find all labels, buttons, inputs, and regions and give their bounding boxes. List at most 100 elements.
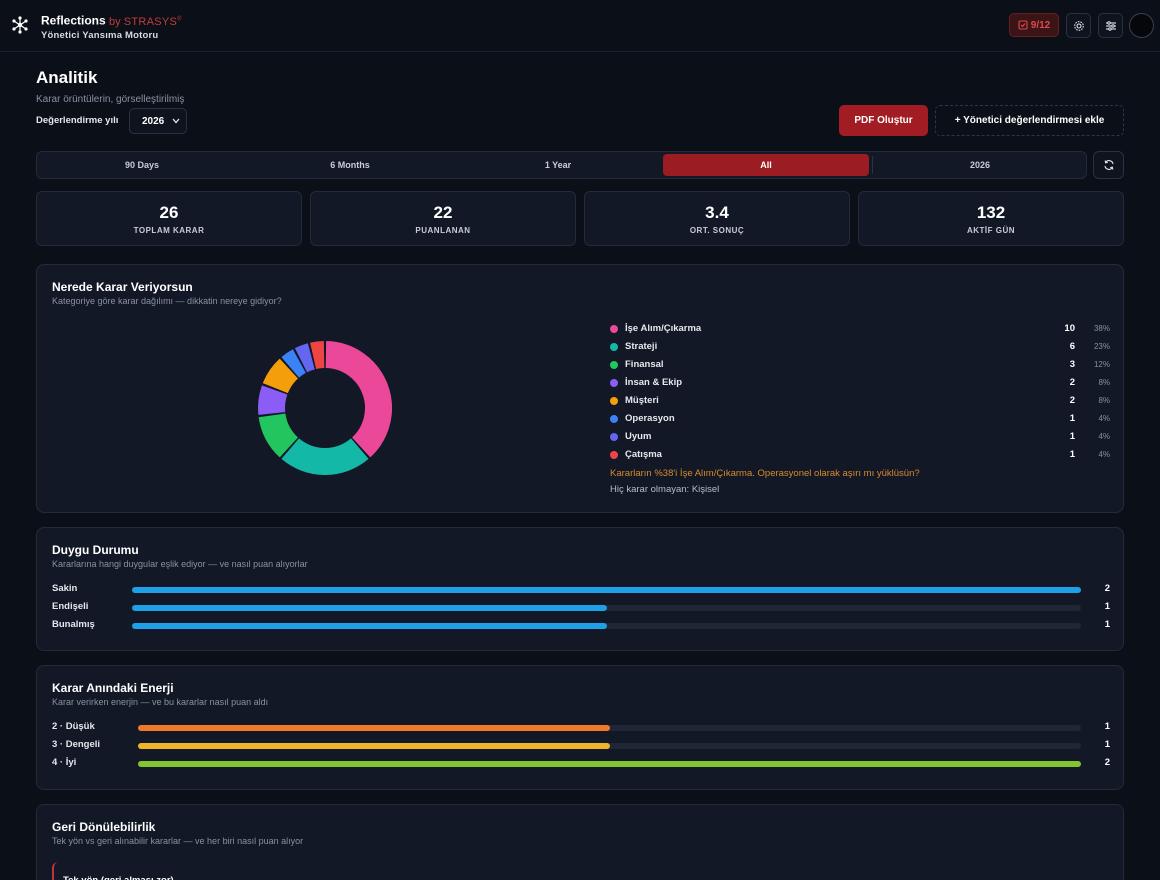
chevron-down-icon	[172, 118, 180, 124]
legend-dot	[610, 415, 618, 423]
legend-percent: 23%	[1093, 342, 1110, 351]
bar-label: 2 · Düşük	[52, 721, 95, 732]
bar-fill	[132, 623, 607, 629]
brand-by: by	[109, 15, 121, 28]
bar-track	[132, 605, 1081, 611]
page-title: Analitik	[36, 68, 98, 87]
stat-value: 22	[433, 203, 453, 222]
legend-name: İşe Alım/Çıkarma	[625, 323, 702, 334]
legend-dot	[610, 397, 618, 405]
tab-all[interactable]: All	[663, 154, 869, 176]
legend-count: 1	[1069, 413, 1075, 424]
sliders-icon	[1105, 20, 1116, 31]
bar-label: 3 · Dengeli	[52, 739, 101, 750]
tab-90-days[interactable]: 90 Days	[124, 160, 160, 170]
panel-title: Karar Anındaki Enerji	[52, 681, 174, 695]
donut-slice[interactable]	[281, 349, 307, 378]
bar-value: 2	[1104, 583, 1110, 594]
bar-fill	[132, 605, 607, 611]
legend-item: Uyum 1 4%	[610, 428, 1110, 446]
legend-percent: 4%	[1098, 414, 1110, 423]
legend-percent: 4%	[1098, 432, 1110, 441]
bar-track	[138, 725, 1081, 731]
legend-percent: 12%	[1093, 360, 1110, 369]
settings-button[interactable]	[1066, 13, 1091, 38]
bar-track	[138, 761, 1081, 767]
donut-slice[interactable]	[258, 412, 299, 458]
bar-value: 1	[1104, 721, 1110, 732]
tab-1-year[interactable]: 1 Year	[544, 160, 572, 170]
generate-pdf-button[interactable]: PDF Oluştur	[839, 105, 928, 136]
stat-card-active-days: 132 AKTİF GÜN	[858, 191, 1124, 246]
brand-company: STRASYS	[123, 15, 178, 28]
legend-count: 3	[1069, 359, 1075, 370]
legend-item: Çatışma 1 4%	[610, 446, 1110, 464]
filters-button[interactable]	[1098, 13, 1123, 38]
legend-name: Çatışma	[625, 449, 662, 460]
reversibility-panel: Geri Dönülebilirlik Tek yön vs geri alın…	[36, 804, 1124, 880]
bar-row: Bunalmış 1	[52, 619, 1110, 633]
checklist-icon	[1018, 20, 1028, 30]
legend-name: Müşteri	[625, 395, 659, 406]
tab-2026[interactable]: 2026	[969, 160, 991, 170]
stat-label: TOPLAM KARAR	[133, 226, 205, 235]
legend-item: İnsan & Ekip 2 8%	[610, 374, 1110, 392]
network-logo-icon[interactable]	[10, 15, 30, 35]
bar-fill	[138, 725, 610, 731]
avatar[interactable]	[1129, 13, 1154, 38]
bar-track	[138, 743, 1081, 749]
donut-slice[interactable]	[294, 343, 316, 373]
donut-slice[interactable]	[281, 437, 369, 475]
add-executive-review-button[interactable]: + Yönetici değerlendirmesi ekle	[935, 105, 1124, 136]
emotion-panel: Duygu Durumu Kararlarına hangi duygular …	[36, 527, 1124, 651]
legend-dot	[610, 451, 618, 459]
bar-row: Endişeli 1	[52, 601, 1110, 615]
donut-slice[interactable]	[310, 341, 325, 370]
bar-row: Sakin 2	[52, 583, 1110, 597]
stat-value: 132	[976, 203, 1006, 222]
bar-fill	[138, 761, 1081, 767]
bar-label: Sakin	[52, 583, 78, 594]
panel-title: Nerede Karar Veriyorsun	[52, 280, 193, 294]
panel-title: Duygu Durumu	[52, 543, 139, 557]
bar-row: 3 · Dengeli 1	[52, 739, 1110, 753]
brand-mark: ®	[177, 16, 182, 22]
stat-value: 3.4	[705, 203, 729, 222]
refresh-button[interactable]	[1093, 151, 1124, 179]
bar-label: 4 · İyi	[52, 757, 77, 768]
year-select[interactable]: 2026	[129, 108, 187, 134]
legend-item: Strateji 6 23%	[610, 338, 1110, 356]
tab-divider	[872, 156, 873, 174]
legend-item: İşe Alım/Çıkarma 10 38%	[610, 320, 1110, 338]
legend-dot	[610, 433, 618, 441]
year-select-value: 2026	[142, 115, 165, 127]
brand-name: Reflections	[41, 13, 106, 28]
bar-value: 2	[1104, 757, 1110, 768]
legend-dot	[610, 343, 618, 351]
brand: Reflections by STRASYS® Yönetici Yansıma…	[41, 12, 182, 41]
legend-name: İnsan & Ekip	[625, 377, 683, 388]
legend-count: 2	[1069, 395, 1075, 406]
gear-icon	[1073, 20, 1084, 31]
reflection-count-badge[interactable]: 9/12	[1009, 13, 1059, 37]
bar-row: 2 · Düşük 1	[52, 721, 1110, 735]
category-insight: Kararların %38'i İşe Alım/Çıkarma. Opera…	[610, 468, 920, 479]
stat-label: AKTİF GÜN	[966, 226, 1016, 235]
legend-count: 1	[1069, 449, 1075, 460]
bar-track	[132, 587, 1081, 593]
bar-value: 1	[1104, 739, 1110, 750]
legend-name: Operasyon	[625, 413, 675, 424]
donut-slice[interactable]	[262, 358, 299, 394]
legend-percent: 8%	[1098, 396, 1110, 405]
stat-value: 26	[159, 203, 179, 222]
tab-6-months[interactable]: 6 Months	[330, 160, 370, 170]
donut-slice[interactable]	[258, 385, 288, 415]
panel-subtitle: Kararlarına hangi duygular eşlik ediyor …	[52, 559, 308, 569]
legend-percent: 4%	[1098, 450, 1110, 459]
donut-slice[interactable]	[325, 341, 392, 458]
panel-subtitle: Tek yön vs geri alınabilir kararlar — ve…	[52, 836, 304, 846]
panel-subtitle: Karar verirken enerjin — ve bu kararlar …	[52, 697, 269, 707]
bar-label: Bunalmış	[52, 619, 95, 630]
stat-card-total: 26 TOPLAM KARAR	[36, 191, 302, 246]
bar-value: 1	[1104, 601, 1110, 612]
